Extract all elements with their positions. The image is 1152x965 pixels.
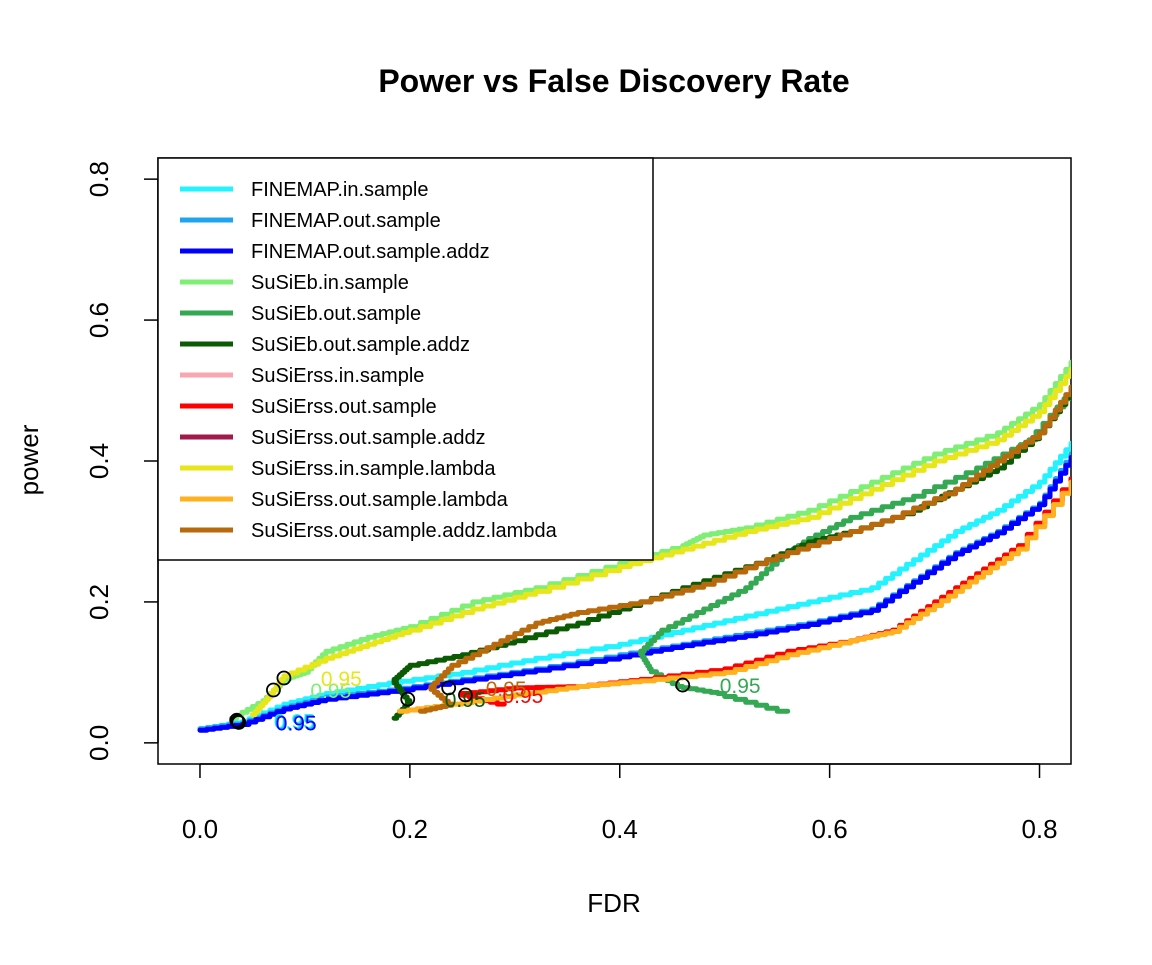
cutoff-marker [458,687,473,703]
legend-label: SuSiEb.out.sample.addz [251,334,470,356]
y-tick-label: 0.4 [84,443,114,479]
series-line [249,366,1071,718]
legend-label: SuSiErss.out.sample [251,396,437,418]
chart-title: Power vs False Discovery Rate [378,63,849,99]
y-tick-label: 0.2 [84,584,114,620]
y-axis-label: power [14,424,44,495]
legend-label: FINEMAP.out.sample [251,210,441,232]
cutoff-marker [231,715,247,730]
legend-label: FINEMAP.out.sample.addz [251,241,490,263]
cutoff-label: 0.95 [502,685,543,708]
cutoff-marker [266,682,281,698]
y-tick-label: 0.8 [84,161,114,197]
cutoff-marker [400,691,416,707]
x-tick-label: 0.6 [812,814,848,844]
cutoff-marker [276,670,292,686]
cutoff-markers: 0.950.950.950.95 0.950.95 0.950.95 0.95 [229,668,761,735]
series-line [459,476,1071,707]
cutoff-label: 0.95 [275,712,316,735]
series-line [417,384,1071,714]
series-lines [197,359,1071,733]
series-line [197,440,1071,732]
cutoff-label: 0.95 [310,680,351,703]
x-tick-label: 0.0 [182,814,218,844]
y-tick-label: 0.0 [84,725,114,761]
legend-label: SuSiErss.out.sample.addz [251,427,486,449]
cutoff-label: 0.95 [276,712,317,735]
cutoff-marker [675,677,691,693]
legend-label: SuSiErss.in.sample [251,365,424,387]
legend-box [157,157,654,561]
x-tick-label: 0.2 [392,814,428,844]
cutoff-marker [441,680,457,696]
legend-label: SuSiEb.in.sample [251,272,409,294]
legend-label: SuSiErss.out.sample.addz.lambda [251,520,558,542]
cutoff-label: 0.95 [486,678,527,701]
x-axis-label: FDR [587,888,640,918]
x-tick-label: 0.4 [602,814,638,844]
cutoff-label: 0.95 [274,710,315,733]
y-tick-label: 0.6 [84,302,114,338]
legend: FINEMAP.in.sample FINEMAP.out.sample FINEM… [157,157,654,561]
cutoff-label: 0.95 [720,675,761,698]
series-line [396,479,1071,714]
legend-label: SuSiErss.out.sample.lambda [251,489,509,511]
x-tick-label: 0.8 [1021,814,1057,844]
series-line [638,388,1071,714]
legend-label: SuSiEb.out.sample [251,303,421,325]
cutoff-label: 0.95 [321,668,362,691]
legend-label: SuSiErss.in.sample.lambda [251,458,496,480]
legend-label: FINEMAP.in.sample [251,179,428,201]
series-line [197,455,1071,733]
